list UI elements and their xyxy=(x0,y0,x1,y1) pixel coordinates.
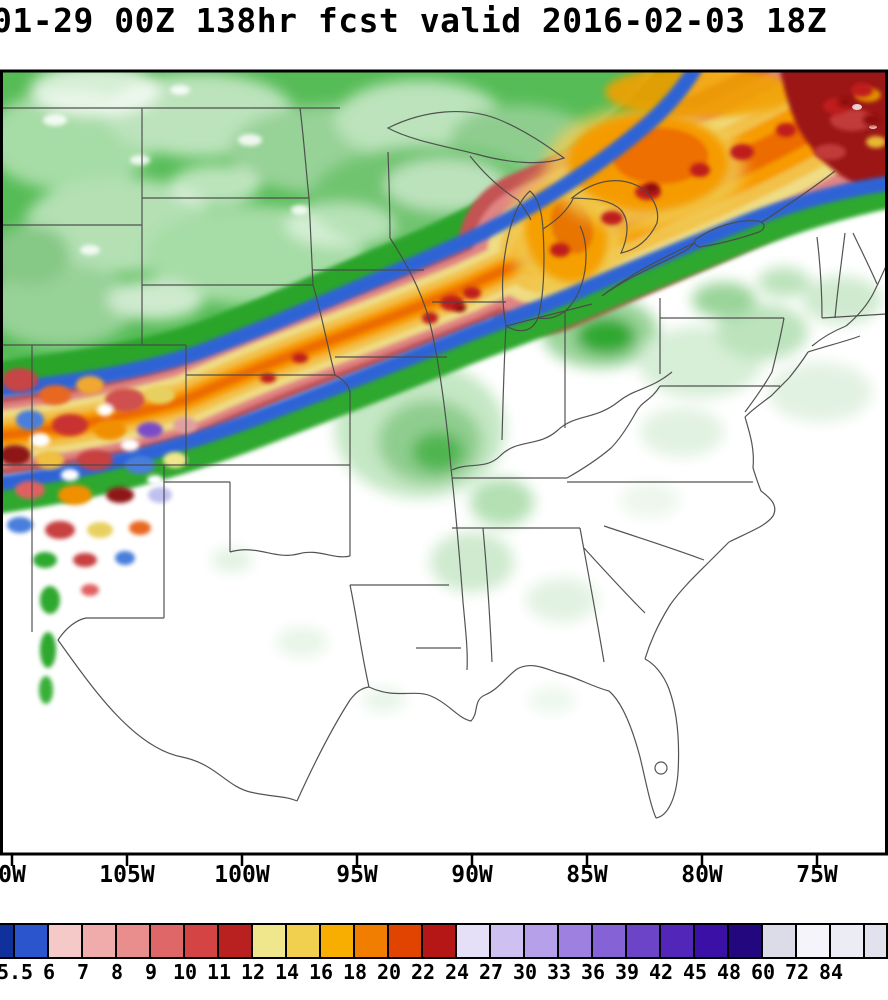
map-frame xyxy=(0,69,888,856)
colorbar-tick-label: 33 xyxy=(546,960,572,984)
colorbar-segment xyxy=(457,925,491,957)
colorbar-segment xyxy=(83,925,117,957)
colorbar-tick-label: 22 xyxy=(410,960,436,984)
colorbar-segment xyxy=(627,925,661,957)
colorbar-segment xyxy=(389,925,423,957)
colorbar-segment xyxy=(865,925,888,957)
colorbar-segment xyxy=(15,925,49,957)
x-tick-label: 85W xyxy=(566,862,608,888)
forecast-map xyxy=(0,69,888,866)
colorbar-tick-label: 84 xyxy=(818,960,844,984)
colorbar-segment xyxy=(695,925,729,957)
colorbar-tick-label: 45 xyxy=(682,960,708,984)
colorbar-tick-label: 18 xyxy=(342,960,368,984)
colorbar-tick-label: 6 xyxy=(42,960,56,984)
x-tick-label: 0W xyxy=(0,862,26,888)
colorbar-tick-label: 60 xyxy=(750,960,776,984)
x-tick-label: 75W xyxy=(796,862,838,888)
x-tick-label: 100W xyxy=(214,862,270,888)
colorbar-tick-label: 39 xyxy=(614,960,640,984)
colorbar-segment xyxy=(559,925,593,957)
colorbar-tick-label: 48 xyxy=(716,960,742,984)
chart-title: 01-29 00Z 138hr fcst valid 2016-02-03 18… xyxy=(0,1,828,40)
colorbar-segment xyxy=(151,925,185,957)
x-axis: 0W 105W 100W 95W 90W 85W 80W 75W xyxy=(0,862,888,890)
colorbar-tick-label: 36 xyxy=(580,960,606,984)
colorbar-tick-label: 9 xyxy=(144,960,158,984)
x-tick-label: 90W xyxy=(451,862,493,888)
colorbar-tick-label: 24 xyxy=(444,960,470,984)
colorbar-segment xyxy=(117,925,151,957)
colorbar-segment xyxy=(355,925,389,957)
colorbar-segment xyxy=(729,925,763,957)
colorbar-segment xyxy=(253,925,287,957)
colorbar-tick-label: 72 xyxy=(784,960,810,984)
colorbar-segment xyxy=(491,925,525,957)
colorbar-tick-label: 10 xyxy=(172,960,198,984)
colorbar-segment xyxy=(49,925,83,957)
colorbar-tick-label: 42 xyxy=(648,960,674,984)
colorbar-segment xyxy=(423,925,457,957)
colorbar-segment xyxy=(831,925,865,957)
colorbar-tick-label: 16 xyxy=(308,960,334,984)
state-borders xyxy=(0,107,888,819)
colorbar-segment xyxy=(185,925,219,957)
colorbar-tick-label: 8 xyxy=(110,960,124,984)
colorbar-tick-label: 27 xyxy=(478,960,504,984)
x-tick-label: 105W xyxy=(99,862,155,888)
colorbar-labels: 5.5 6 7 8 9 10 11 12 14 16 18 20 22 24 27 30 33 36 39 42 45 4… xyxy=(0,960,888,990)
colorbar-segment xyxy=(321,925,355,957)
colorbar-tick-label: 20 xyxy=(376,960,402,984)
colorbar-tick-label: 12 xyxy=(240,960,266,984)
colorbar-tick-label: 11 xyxy=(206,960,232,984)
x-tick-label: 80W xyxy=(681,862,723,888)
colorbar-tick-label: 5.5 xyxy=(0,960,34,984)
axis-ticks xyxy=(10,855,819,866)
colorbar-tick-label: 14 xyxy=(274,960,300,984)
colorbar-tick-label: 30 xyxy=(512,960,538,984)
colorbar-segment xyxy=(593,925,627,957)
colorbar xyxy=(0,923,888,959)
colorbar-segment xyxy=(287,925,321,957)
colorbar-segment xyxy=(763,925,797,957)
colorbar-tick-label: 7 xyxy=(76,960,90,984)
x-tick-label: 95W xyxy=(336,862,378,888)
colorbar-segment xyxy=(0,925,15,957)
colorbar-segment xyxy=(525,925,559,957)
colorbar-segment xyxy=(661,925,695,957)
colorbar-segment xyxy=(797,925,831,957)
colorbar-segment xyxy=(219,925,253,957)
